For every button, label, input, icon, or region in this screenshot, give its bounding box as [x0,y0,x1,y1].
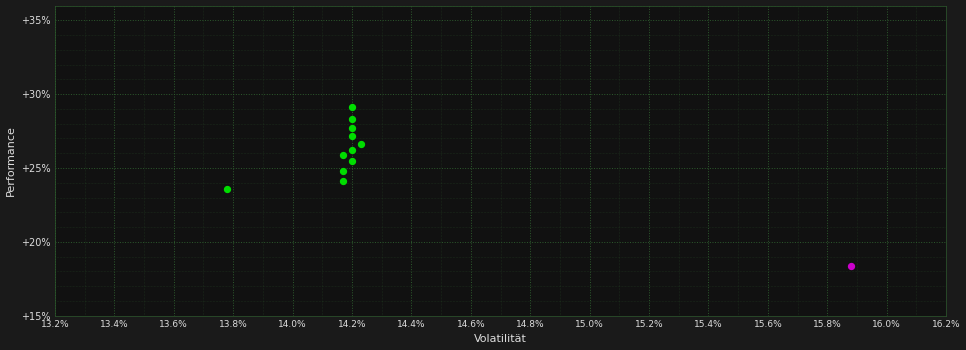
Point [344,158,359,163]
Point [344,147,359,153]
Point [219,186,235,191]
Point [843,263,859,268]
Point [335,178,351,184]
Y-axis label: Performance: Performance [6,125,15,196]
Point [344,105,359,110]
X-axis label: Volatilität: Volatilität [474,335,527,344]
Point [335,168,351,174]
Point [335,152,351,158]
Point [344,133,359,138]
Point [354,142,369,147]
Point [344,125,359,131]
Point [344,117,359,122]
